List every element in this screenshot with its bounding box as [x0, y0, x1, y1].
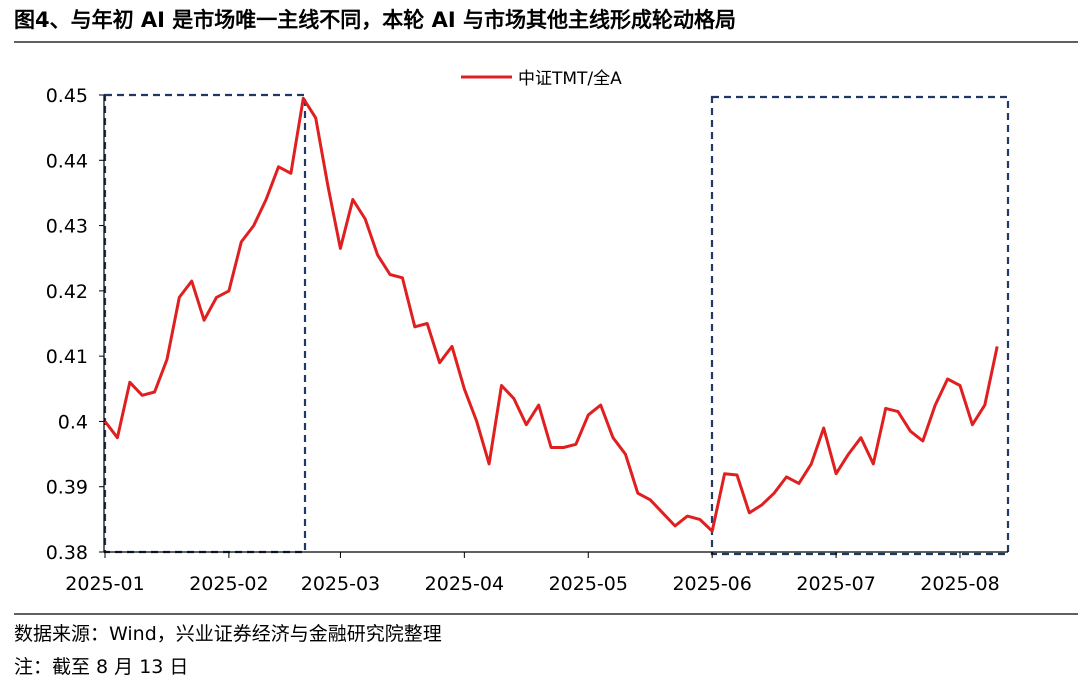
y-tick-label: 0.44 [46, 150, 88, 172]
x-tick-label: 2025-08 [920, 573, 999, 595]
y-tick-label: 0.41 [46, 346, 88, 368]
x-tick-label: 2025-03 [301, 573, 380, 595]
line-series [103, 96, 999, 533]
x-tick-label: 2025-04 [425, 573, 504, 595]
y-tick-label: 0.43 [46, 216, 88, 238]
legend-label: 中证TMT/全A [518, 69, 622, 89]
x-tick-label: 2025-07 [796, 573, 875, 595]
y-tick-label: 0.45 [46, 85, 88, 107]
x-tick-label: 2025-02 [189, 573, 268, 595]
x-tick-label: 2025-01 [65, 573, 144, 595]
highlight-box [103, 93, 307, 554]
y-tick-label: 0.4 [58, 411, 88, 433]
source: 数据来源：Wind，兴业证券经济与金融研究院整理 [14, 623, 442, 645]
highlight-box [710, 95, 1010, 556]
y-tick-label: 0.38 [46, 542, 88, 564]
note: 注：截至 8 月 13 日 [14, 656, 188, 678]
y-tick-label: 0.39 [46, 477, 88, 499]
chart-title: 图4、与年初 AI 是市场唯一主线不同，本轮 AI 与市场其他主线形成轮动格局 [14, 8, 736, 32]
y-tick-label: 0.42 [46, 281, 88, 303]
x-tick-label: 2025-05 [549, 573, 628, 595]
x-tick-label: 2025-06 [672, 573, 751, 595]
